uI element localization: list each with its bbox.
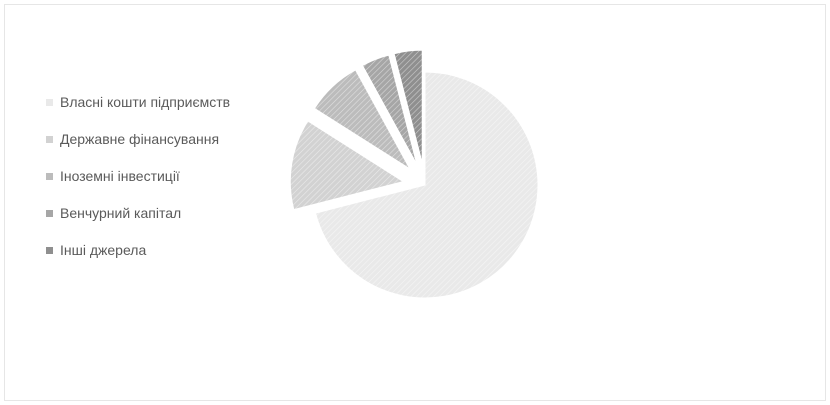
pie-slice-hatch [314, 69, 410, 169]
legend-item: Державне фінансування [46, 130, 230, 148]
pie-slice-hatch [394, 50, 423, 164]
legend-label: Державне фінансування [60, 131, 220, 147]
legend-swatch [46, 98, 53, 106]
legend-label: Інші джерела [60, 242, 147, 258]
legend-swatch [46, 246, 53, 254]
legend-swatch [46, 172, 53, 180]
legend-item: Іноземні інвестиції [46, 167, 230, 185]
pie-slice-hatch [290, 121, 404, 210]
pie-slices [289, 49, 539, 299]
legend-item: Інші джерела [46, 241, 230, 259]
chart-legend: Власні кошти підприємств Державне фінанс… [46, 93, 230, 278]
legend-swatch [46, 209, 53, 217]
pie-slice-hatch [315, 72, 538, 298]
legend-label: Венчурний капітал [60, 205, 182, 221]
pie-slice-hatch [362, 55, 417, 165]
legend-item: Власні кошти підприємств [46, 93, 230, 111]
legend-item: Венчурний капітал [46, 204, 230, 222]
legend-label: Власні кошти підприємств [60, 94, 231, 110]
legend-label: Іноземні інвестиції [60, 168, 180, 184]
legend-swatch [46, 135, 53, 143]
